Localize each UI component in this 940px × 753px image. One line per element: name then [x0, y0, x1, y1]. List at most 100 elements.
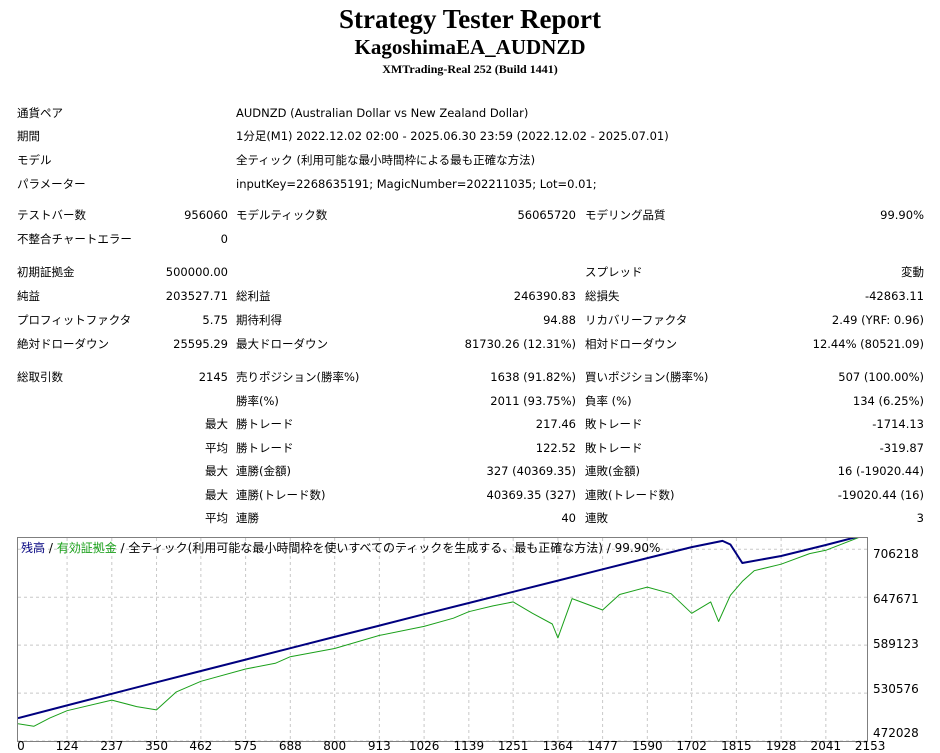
y-tick-label: 530576 — [873, 682, 919, 696]
chart-legend: 残高 / 有効証拠金 / 全ティック(利用可能な最小時間枠を使いすべてのティック… — [21, 541, 660, 556]
setting-value-symbol: AUDNZD (Australian Dollar vs New Zealand… — [236, 106, 529, 120]
stat-value-initial-deposit: 500000.00 — [165, 265, 228, 279]
x-tick-label: 1815 — [721, 739, 752, 753]
stat-value-recovery-factor: 2.49 (YRF: 0.96) — [831, 313, 924, 327]
legend-separator: / — [45, 541, 57, 555]
stat-value-loss-trades: 134 (6.25%) — [852, 394, 924, 408]
setting-label-parameters: パラメーター — [17, 177, 86, 191]
stat-value-consec-losses-money: 16 (-19020.44) — [837, 464, 924, 478]
stat-label-consec-wins-trades: 連勝(トレード数) — [236, 488, 326, 502]
stat-label-initial-deposit: 初期証拠金 — [17, 265, 75, 279]
stat-label-profit-trades: 勝率(%) — [236, 394, 279, 408]
stat-value-largest-win: 217.46 — [535, 417, 576, 431]
stat-value-net-profit: 203527.71 — [165, 289, 228, 303]
setting-label-symbol: 通貨ペア — [17, 106, 63, 120]
x-tick-label: 2153 — [854, 739, 886, 753]
x-tick-label: 124 — [55, 739, 79, 753]
x-tick-label: 2041 — [810, 739, 842, 753]
stat-prefix-max-consec-money: 最大 — [205, 464, 228, 478]
stat-prefix-average-consec: 平均 — [205, 511, 228, 525]
stat-label-short-positions: 売りポジション(勝率%) — [236, 370, 360, 384]
balance-line — [18, 538, 857, 720]
equity-line — [18, 538, 859, 727]
stat-label-average-win: 勝トレード — [236, 441, 294, 455]
report-header: Strategy Tester Report KagoshimaEA_AUDNZ… — [0, 0, 940, 78]
x-tick-label: 1251 — [497, 739, 529, 753]
stat-label-largest-loss: 敗トレード — [585, 417, 643, 431]
stat-value-gross-loss: -42863.11 — [864, 289, 924, 303]
legend-balance: 残高 — [21, 541, 46, 555]
stat-value-model-ticks: 56065720 — [517, 208, 576, 222]
x-tick-label: 1139 — [453, 739, 485, 753]
stat-value-long-positions: 507 (100.00%) — [838, 370, 924, 384]
stat-label-gross-loss: 総損失 — [585, 289, 620, 303]
ea-name: KagoshimaEA_AUDNZD — [354, 35, 586, 59]
x-tick-label: 1477 — [587, 739, 618, 753]
stat-value-profit-trades: 2011 (93.75%) — [490, 394, 576, 408]
stat-prefix-average: 平均 — [205, 441, 228, 455]
stat-prefix-max-consec-trades: 最大 — [205, 488, 228, 502]
stat-value-average-consec-wins: 40 — [561, 511, 576, 525]
stat-value-consec-wins-money: 327 (40369.35) — [486, 464, 576, 478]
legend-separator: / — [116, 541, 129, 555]
stat-value-test-bars: 956060 — [184, 208, 228, 222]
stat-value-relative-drawdown: 12.44% (80521.09) — [812, 337, 924, 351]
stat-label-total-trades: 総取引数 — [17, 370, 63, 384]
stat-label-test-bars: テストバー数 — [17, 208, 86, 222]
setting-label-period: 期間 — [17, 129, 40, 143]
stat-value-consec-wins-trades: 40369.35 (327) — [486, 488, 576, 502]
server-build: XMTrading-Real 252 (Build 1441) — [382, 62, 558, 76]
stat-value-spread: 変動 — [901, 265, 924, 279]
stat-value-gross-profit: 246390.83 — [513, 289, 576, 303]
stat-label-average-loss: 敗トレード — [585, 441, 643, 455]
x-tick-label: 1590 — [632, 739, 663, 753]
stat-label-average-consec-wins: 連勝 — [236, 511, 259, 525]
x-tick-label: 350 — [145, 739, 168, 753]
stat-value-maximal-drawdown: 81730.26 (12.31%) — [464, 337, 576, 351]
stat-label-largest-win: 勝トレード — [236, 417, 294, 431]
x-tick-label: 800 — [323, 739, 347, 753]
stat-label-recovery-factor: リカバリーファクタ — [585, 313, 688, 327]
stat-label-long-positions: 買いポジション(勝率%) — [585, 370, 709, 384]
stat-label-modeling-quality: モデリング品質 — [585, 208, 666, 222]
stat-value-profit-factor: 5.75 — [202, 313, 228, 327]
x-tick-label: 237 — [100, 739, 124, 753]
stat-label-gross-profit: 総利益 — [236, 289, 271, 303]
stat-value-average-consec-losses: 3 — [916, 511, 924, 525]
stat-label-net-profit: 純益 — [17, 289, 40, 303]
x-tick-label: 1702 — [676, 739, 707, 753]
setting-value-period: 1分足(M1) 2022.12.02 02:00 - 2025.06.30 23… — [236, 129, 669, 143]
legend-separator: / — [602, 541, 615, 555]
balance-equity-chart — [18, 538, 867, 741]
chart-plot-area — [17, 537, 868, 742]
y-tick-label: 706218 — [873, 547, 919, 561]
stat-label-loss-trades: 負率 (%) — [585, 394, 632, 408]
stat-label-expected-payoff: 期待利得 — [236, 313, 282, 327]
setting-label-model: モデル — [17, 153, 52, 167]
stat-value-average-win: 122.52 — [535, 441, 576, 455]
x-tick-label: 688 — [278, 739, 302, 753]
stat-label-mismatch-errors: 不整合チャートエラー — [17, 232, 132, 246]
setting-value-model: 全ティック (利用可能な最小時間枠による最も正確な方法) — [236, 153, 536, 167]
y-tick-label: 647671 — [873, 592, 919, 606]
stat-label-average-consec-losses: 連敗 — [585, 511, 608, 525]
stat-label-model-ticks: モデルティック数 — [236, 208, 328, 222]
stat-label-consec-wins-money: 連勝(金額) — [236, 464, 291, 478]
x-tick-label: 1928 — [765, 739, 797, 753]
stat-value-absolute-drawdown: 25595.29 — [173, 337, 228, 351]
stat-value-modeling-quality: 99.90% — [880, 208, 924, 222]
stat-value-average-loss: -319.87 — [879, 441, 924, 455]
stat-value-mismatch-errors: 0 — [220, 232, 228, 246]
stat-prefix-largest: 最大 — [205, 417, 228, 431]
stat-label-consec-losses-money: 連敗(金額) — [585, 464, 640, 478]
stat-value-short-positions: 1638 (91.82%) — [490, 370, 576, 384]
stat-value-largest-loss: -1714.13 — [872, 417, 924, 431]
x-tick-label: 1026 — [408, 739, 440, 753]
stat-value-total-trades: 2145 — [198, 370, 228, 384]
x-tick-label: 0 — [17, 739, 25, 753]
stat-label-profit-factor: プロフィットファクタ — [17, 313, 132, 327]
stat-value-consec-losses-trades: -19020.44 (16) — [837, 488, 924, 502]
stat-label-maximal-drawdown: 最大ドローダウン — [236, 337, 328, 351]
legend-equity: 有効証拠金 — [56, 541, 117, 555]
report-title: Strategy Tester Report — [339, 4, 601, 34]
